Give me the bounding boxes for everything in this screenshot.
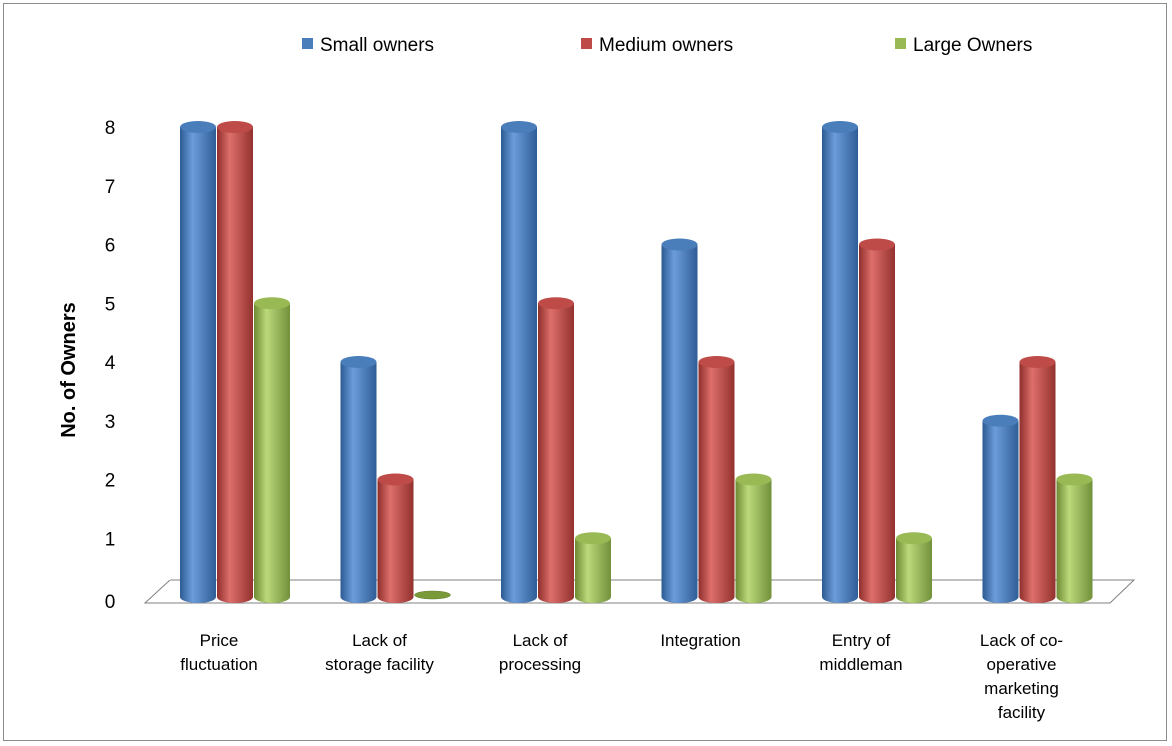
bar-top (575, 532, 611, 545)
bar-body (859, 244, 895, 603)
x-tick-label: middleman (819, 655, 902, 674)
bar-top (822, 121, 858, 133)
bar-body (538, 303, 574, 603)
bar-body (180, 127, 216, 603)
bar-top (1019, 356, 1056, 368)
bar-zero (414, 590, 451, 600)
x-tick-label: storage facility (325, 655, 434, 674)
bar-top (538, 297, 574, 310)
y-axis: 0 1 2 3 4 5 6 7 8 (105, 118, 116, 613)
bar-body (982, 420, 1019, 603)
x-axis-labels: Price fluctuation Lack of storage facility L… (180, 631, 1063, 722)
y-tick-label: 3 (105, 412, 116, 433)
x-tick-label: Lack of (352, 631, 407, 650)
x-tick-label: Entry of (832, 631, 891, 650)
bars (180, 121, 1093, 603)
bar-medium-owners (1019, 356, 1056, 603)
bar-top (340, 356, 377, 368)
bar-small-owners (180, 121, 216, 603)
legend: Small owners Medium owners Large Owners (302, 35, 1032, 56)
bar-medium-owners (377, 473, 414, 603)
bar-medium-owners (217, 121, 253, 603)
bar-body (735, 479, 772, 603)
bar-top (661, 238, 698, 251)
x-tick-label: fluctuation (180, 655, 258, 674)
bar-body (254, 303, 290, 603)
bar-top (377, 473, 414, 486)
legend-swatch (302, 38, 313, 49)
bar-body (575, 538, 611, 603)
legend-label: Medium owners (599, 35, 733, 56)
bar-small-owners (661, 238, 698, 603)
x-tick-label: operative (987, 655, 1057, 674)
bar-large-owners (414, 590, 451, 600)
legend-label: Large Owners (913, 35, 1032, 56)
x-tick-label: marketing (984, 679, 1059, 698)
bar-body (1056, 479, 1093, 603)
x-tick-label: Lack of (513, 631, 568, 650)
bar-body (1019, 362, 1056, 603)
bar-top (180, 121, 216, 133)
bar-top (217, 121, 253, 133)
bar-body (340, 362, 377, 603)
x-tick-label: processing (499, 655, 581, 674)
x-tick-label: Price (200, 631, 239, 650)
bar-top (1056, 473, 1093, 486)
legend-swatch (581, 38, 592, 49)
y-tick-label: 0 (105, 592, 116, 613)
bar-body (501, 127, 537, 603)
bar-body (377, 479, 414, 603)
bar-large-owners (1056, 473, 1093, 603)
legend-swatch (895, 38, 906, 49)
y-tick-label: 4 (105, 353, 116, 374)
bar-body (661, 244, 698, 603)
y-tick-label: 7 (105, 177, 116, 198)
bar-top (982, 414, 1019, 427)
x-tick-label: Lack of co- (980, 631, 1063, 650)
y-tick-label: 1 (105, 529, 116, 550)
y-tick-label: 6 (105, 236, 116, 257)
bar-large-owners (575, 532, 611, 603)
y-axis-label: No. of Owners (58, 302, 80, 438)
bar-medium-owners (859, 238, 895, 603)
x-tick-label: Integration (660, 631, 740, 650)
bar-body (896, 538, 932, 603)
legend-label: Small owners (320, 35, 434, 56)
legend-item-medium-owners: Medium owners (581, 35, 733, 56)
bar-small-owners (982, 414, 1019, 603)
bar-small-owners (501, 121, 537, 603)
bar-top (896, 532, 932, 545)
y-tick-label: 2 (105, 471, 116, 492)
bar-body (822, 127, 858, 603)
y-tick-label: 8 (105, 118, 116, 139)
bar-top (698, 356, 735, 368)
bar-medium-owners (538, 297, 574, 603)
bar-body (698, 362, 735, 603)
bar-top (254, 297, 290, 310)
legend-item-small-owners: Small owners (302, 35, 434, 56)
bar-small-owners (340, 356, 377, 603)
bar-top (501, 121, 537, 133)
x-tick-label: facility (998, 703, 1046, 722)
bar-top (735, 473, 772, 486)
bar-top (859, 238, 895, 251)
bar-large-owners (254, 297, 290, 603)
bar-large-owners (735, 473, 772, 603)
bar-medium-owners (698, 356, 735, 603)
bar-body (217, 127, 253, 603)
legend-item-large-owners: Large Owners (895, 35, 1032, 56)
bar-small-owners (822, 121, 858, 603)
y-tick-label: 5 (105, 294, 116, 315)
bar-large-owners (896, 532, 932, 603)
